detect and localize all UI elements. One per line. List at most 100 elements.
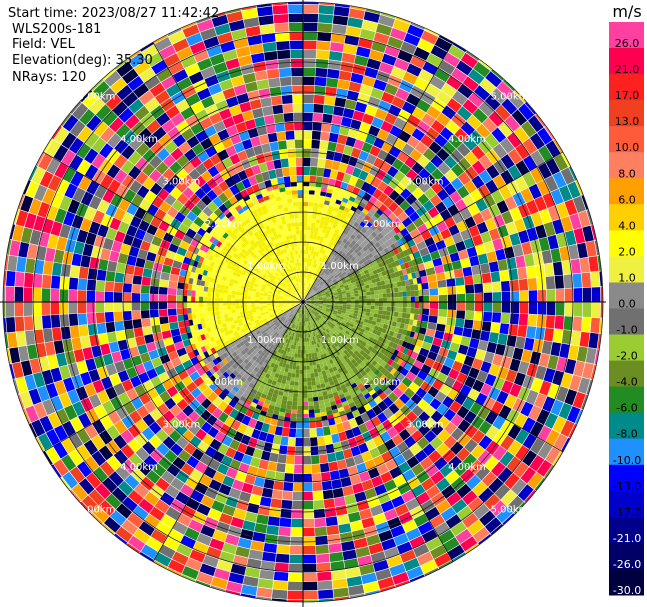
noise-gate <box>77 461 92 478</box>
velocity-gate <box>290 336 294 341</box>
velocity-gate <box>295 303 300 305</box>
noise-gate <box>82 347 94 360</box>
noise-gate <box>508 148 523 165</box>
noise-gate <box>235 412 246 423</box>
noise-gate <box>528 405 542 421</box>
noise-gate <box>424 28 440 37</box>
velocity-gate <box>276 290 282 294</box>
noise-gate <box>457 506 473 521</box>
noise-gate <box>491 461 506 477</box>
velocity-gate <box>364 255 371 261</box>
velocity-gate <box>317 270 321 275</box>
velocity-gate <box>332 207 339 213</box>
noise-gate <box>429 288 439 296</box>
noise-gate <box>127 438 142 453</box>
noise-gate <box>190 122 204 135</box>
noise-gate <box>303 49 317 59</box>
noise-gate <box>241 454 253 465</box>
velocity-gate <box>309 294 313 298</box>
velocity-gate <box>275 277 280 282</box>
noise-gate <box>303 428 310 438</box>
velocity-gate <box>237 318 243 323</box>
noise-gate <box>116 84 133 101</box>
noise-gate <box>3 317 7 333</box>
velocity-gate <box>272 340 277 346</box>
velocity-gate <box>310 298 315 300</box>
velocity-gate <box>258 360 264 366</box>
velocity-gate <box>367 279 373 285</box>
noise-gate <box>393 533 409 546</box>
velocity-gate <box>210 272 216 278</box>
velocity-gate <box>376 268 382 274</box>
velocity-gate <box>368 218 376 225</box>
velocity-gate <box>280 272 285 278</box>
noise-gate <box>89 195 102 210</box>
noise-gate <box>82 243 94 257</box>
velocity-gate <box>259 292 264 296</box>
velocity-gate <box>278 314 283 318</box>
velocity-gate <box>275 247 281 253</box>
velocity-gate <box>246 211 253 218</box>
velocity-gate <box>198 340 205 348</box>
velocity-gate <box>221 215 229 223</box>
noise-gate <box>362 113 375 125</box>
noise-gate <box>120 429 135 444</box>
velocity-gate <box>382 275 388 281</box>
noise-gate <box>496 81 514 98</box>
noise-gate <box>274 426 283 436</box>
velocity-gate <box>219 236 226 244</box>
noise-gate <box>202 206 214 217</box>
velocity-gate <box>286 239 291 244</box>
velocity-gate <box>393 234 401 241</box>
noise-gate <box>432 337 443 347</box>
noise-gate <box>206 189 218 201</box>
noise-gate <box>488 228 501 241</box>
noise-gate <box>481 272 492 284</box>
velocity-gate <box>260 351 266 357</box>
velocity-gate <box>259 264 265 270</box>
velocity-gate <box>229 347 235 354</box>
velocity-gate <box>353 253 359 260</box>
noise-gate <box>348 584 365 596</box>
noise-gate <box>273 571 289 581</box>
noise-gate <box>115 123 131 139</box>
noise-gate <box>78 266 89 279</box>
velocity-gate <box>279 228 285 234</box>
noise-gate <box>70 101 82 114</box>
noise-gate <box>88 221 101 235</box>
noise-gate <box>440 364 452 376</box>
velocity-gate <box>227 298 232 302</box>
noise-gate <box>484 494 501 510</box>
velocity-gate <box>283 342 288 347</box>
noise-gate <box>394 503 409 517</box>
noise-gate <box>474 292 484 302</box>
velocity-gate <box>271 264 276 270</box>
noise-gate <box>455 318 465 328</box>
velocity-gate <box>280 284 285 288</box>
velocity-gate <box>378 289 383 295</box>
noise-gate <box>512 398 526 413</box>
velocity-gate <box>267 307 272 310</box>
velocity-gate <box>200 317 206 324</box>
velocity-gate <box>254 352 261 358</box>
noise-gate <box>185 557 203 571</box>
noise-gate <box>447 294 457 302</box>
velocity-gate <box>252 285 258 290</box>
noise-gate <box>458 344 469 355</box>
noise-gate <box>131 121 146 136</box>
velocity-gate <box>303 254 306 259</box>
velocity-gate <box>303 234 307 239</box>
velocity-gate <box>363 269 369 275</box>
noise-gate <box>25 258 36 274</box>
noise-gate <box>150 317 160 326</box>
noise-gate <box>110 193 123 208</box>
noise-gate <box>254 70 268 81</box>
velocity-gate <box>275 294 280 297</box>
noise-gate <box>108 341 120 353</box>
noise-gate <box>229 184 240 196</box>
velocity-gate <box>222 245 229 252</box>
velocity-gate <box>191 343 197 351</box>
velocity-gate <box>281 345 286 351</box>
velocity-gate <box>243 239 250 246</box>
velocity-gate <box>268 327 274 332</box>
